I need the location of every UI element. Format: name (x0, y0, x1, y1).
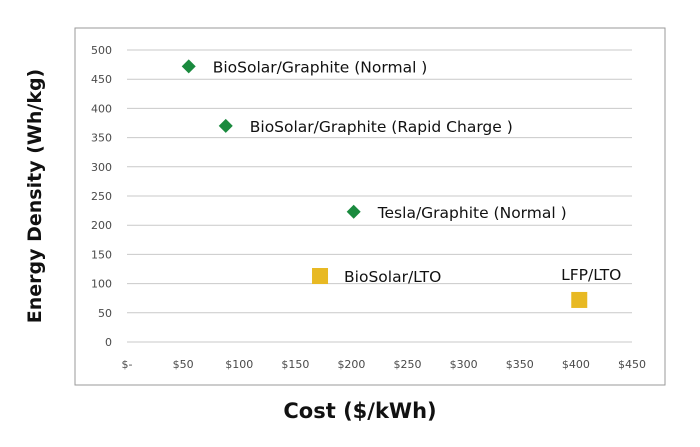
point-marker-square (571, 291, 588, 308)
y-axis-title: Energy Density (Wh/kg) (24, 69, 46, 323)
point-label: Tesla/Graphite (Normal ) (377, 204, 567, 222)
point-marker-square (312, 268, 329, 285)
y-tick-label: 350 (91, 132, 112, 145)
x-tick-label: $- (122, 358, 133, 371)
x-tick-label: $50 (173, 358, 194, 371)
x-tick-label: $400 (562, 358, 590, 371)
point-label: BioSolar/Graphite (Normal ) (213, 58, 428, 76)
gridlines (127, 49, 632, 343)
x-tick-label: $350 (506, 358, 534, 371)
point-marker-diamond (181, 59, 196, 74)
point-label: BioSolar/LTO (344, 268, 441, 286)
x-tick-label: $300 (450, 358, 478, 371)
y-tick-label: 0 (105, 336, 112, 349)
x-axis-title: Cost ($/kWh) (283, 399, 436, 423)
point-marker-diamond (218, 118, 233, 133)
data-points: BioSolar/Graphite (Normal ) BioSolar/Grap… (181, 58, 621, 308)
point-label: BioSolar/Graphite (Rapid Charge ) (250, 118, 513, 136)
y-tick-label: 50 (98, 307, 112, 320)
x-tick-labels: $- $50 $100 $150 $200 $250 $300 $350 $400 $450 (122, 358, 646, 371)
y-tick-label: 100 (91, 278, 112, 291)
y-tick-label: 500 (91, 44, 112, 57)
y-tick-labels: 0 50 100 150 200 250 300 350 400 450 500 (91, 44, 112, 349)
plot-frame (74, 27, 666, 386)
y-tick-label: 450 (91, 73, 112, 86)
y-tick-label: 400 (91, 102, 112, 115)
x-tick-label: $200 (337, 358, 365, 371)
x-tick-label: $250 (394, 358, 422, 371)
y-tick-label: 300 (91, 161, 112, 174)
y-tick-label: 200 (91, 219, 112, 232)
x-tick-label: $150 (281, 358, 309, 371)
point-marker-diamond (346, 204, 361, 219)
x-tick-label: $450 (618, 358, 646, 371)
point-label: LFP/LTO (561, 266, 621, 284)
x-tick-label: $100 (225, 358, 253, 371)
y-tick-label: 150 (91, 248, 112, 261)
y-tick-label: 250 (91, 190, 112, 203)
